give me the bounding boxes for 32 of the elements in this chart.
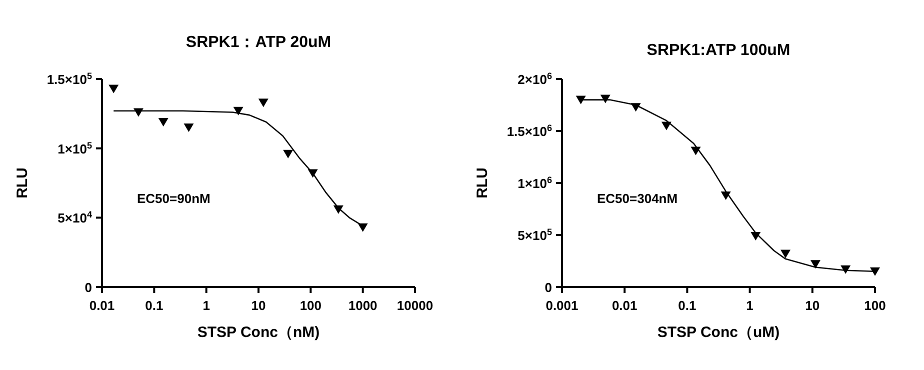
x-tick-label: 0.1 [145,298,164,313]
point [780,250,791,258]
y-tick-label: 5×10$^{4}$ [58,210,93,226]
x-tick-label: 1000 [348,298,378,313]
x-tick-label: 0.01 [89,298,115,313]
y-tick-label: 5×10$^{5}$ [518,227,552,243]
y-tick-label: 1.5×10$^{5}$ [46,71,92,87]
x-tick-label: 10000 [396,298,434,313]
x-tick-label: 100 [300,298,322,313]
x-tick-label: 0.01 [612,298,638,313]
y-axis-title: RLU [14,168,31,198]
x-axis-title: STSP Conc（nM) [197,324,320,341]
y-axis-title: RLU [474,168,491,198]
x-tick-label: 0.001 [546,298,578,313]
x-tick-label: 1 [202,298,210,313]
y-tick-label: 0 [84,280,92,295]
x-tick-label: 100 [864,298,886,313]
y-tick-label: 1.5×10$^{6}$ [506,123,552,139]
chart-title: SRPK1:ATP 100uM [646,42,790,59]
y-tick-label: 2×10$^{6}$ [518,71,552,87]
x-tick-label: 10 [805,298,820,313]
annotation: EC50=304nM [597,191,678,206]
point [810,260,820,269]
x-tick-label: 0.1 [678,298,696,313]
x-axis-title: STSP Conc（uM) [657,324,780,341]
y-tick-label: 1×10$^{6}$ [518,175,552,191]
x-tick-label: 1 [746,298,754,313]
y-tick-label: 1×10$^{5}$ [58,140,92,156]
chart-title: SRPK1：ATP 20uM [186,34,332,51]
y-tick-label: 0 [544,280,552,295]
x-tick-label: 10 [251,298,266,313]
annotation: EC50=90nM [137,191,210,206]
